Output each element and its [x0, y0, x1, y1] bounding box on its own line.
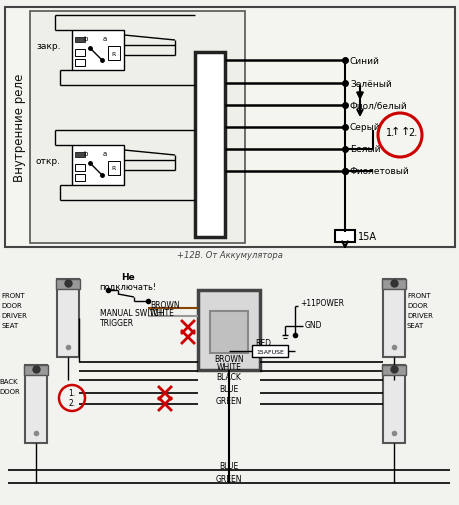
Bar	[75, 153, 85, 158]
Text: DOOR: DOOR	[406, 302, 427, 309]
Text: TRIGGER: TRIGGER	[100, 318, 134, 327]
Text: MANUAL SWITCH: MANUAL SWITCH	[100, 309, 164, 318]
Text: Фиол/белый: Фиол/белый	[349, 102, 407, 110]
Bar	[75, 165, 85, 172]
Bar	[210, 312, 247, 353]
Bar	[334, 231, 354, 242]
Text: SEAT: SEAT	[1, 322, 18, 328]
Text: ↑: ↑	[399, 127, 409, 137]
Text: SEAT: SEAT	[406, 322, 423, 328]
Text: Белый: Белый	[349, 145, 380, 154]
Bar	[30, 12, 245, 243]
Bar	[75, 175, 85, 182]
Bar	[382, 365, 404, 443]
Bar	[57, 279, 79, 358]
Text: +11POWER: +11POWER	[299, 299, 343, 308]
Text: BLUE: BLUE	[219, 462, 238, 471]
Text: Синий: Синий	[349, 57, 379, 65]
Text: WHITE: WHITE	[150, 309, 174, 318]
Text: BACK: BACK	[0, 378, 17, 384]
Text: 2.: 2.	[407, 128, 416, 138]
Bar	[75, 60, 85, 67]
Bar	[72, 146, 124, 186]
Bar	[75, 50, 85, 57]
Text: 15А: 15А	[357, 231, 376, 241]
Text: откр.: откр.	[36, 156, 61, 165]
Bar	[381, 365, 405, 375]
Text: 1.: 1.	[385, 128, 394, 138]
Bar	[108, 47, 120, 61]
Text: Не: Не	[121, 273, 134, 282]
Text: GREEN: GREEN	[215, 475, 242, 484]
Bar	[384, 375, 402, 437]
Text: +12В. От Аккумулятора: +12В. От Аккумулятора	[177, 251, 282, 260]
Text: 2.: 2.	[68, 398, 75, 407]
Text: DRIVER: DRIVER	[1, 313, 27, 318]
Text: RED: RED	[254, 339, 270, 348]
Text: BLACK: BLACK	[216, 372, 241, 381]
Text: FRONT: FRONT	[406, 292, 430, 298]
Text: DOOR: DOOR	[1, 302, 22, 309]
Bar	[75, 38, 85, 43]
Text: GND: GND	[304, 320, 322, 329]
Bar	[197, 290, 259, 370]
Bar	[382, 279, 404, 358]
Text: a: a	[103, 150, 107, 157]
Text: подключать!: подключать!	[99, 282, 156, 291]
Text: Серый: Серый	[349, 123, 380, 132]
Bar	[56, 279, 80, 289]
Bar	[25, 365, 47, 443]
Text: WHITE: WHITE	[216, 363, 241, 372]
Text: R: R	[112, 52, 116, 57]
Bar	[5, 8, 454, 247]
Text: BLUE: BLUE	[219, 385, 238, 394]
Bar	[252, 345, 287, 358]
Bar	[24, 365, 48, 375]
Bar	[27, 375, 45, 437]
Text: b: b	[84, 150, 88, 157]
Text: a: a	[103, 36, 107, 42]
Text: Зелёный: Зелёный	[349, 79, 391, 88]
Text: закр.: закр.	[36, 41, 61, 51]
Bar	[195, 53, 224, 237]
Text: ↑: ↑	[390, 127, 399, 137]
Text: GREEN: GREEN	[215, 396, 242, 405]
Text: b: b	[84, 36, 88, 42]
Text: BROWN: BROWN	[214, 354, 243, 363]
Bar	[384, 289, 402, 351]
Text: R: R	[112, 166, 116, 171]
Text: Внутренние реле: Внутренние реле	[13, 74, 27, 182]
Text: DRIVER: DRIVER	[406, 313, 432, 318]
Text: 1.: 1.	[68, 389, 75, 398]
Bar	[381, 279, 405, 289]
Text: BROWN: BROWN	[150, 301, 179, 310]
Text: DOOR: DOOR	[0, 388, 20, 394]
Bar	[59, 289, 77, 351]
Text: 15AFUSE: 15AFUSE	[256, 349, 283, 354]
Bar	[108, 162, 120, 176]
Bar	[72, 31, 124, 71]
Text: Фиолетовый: Фиолетовый	[349, 167, 409, 176]
Text: FRONT: FRONT	[1, 292, 25, 298]
